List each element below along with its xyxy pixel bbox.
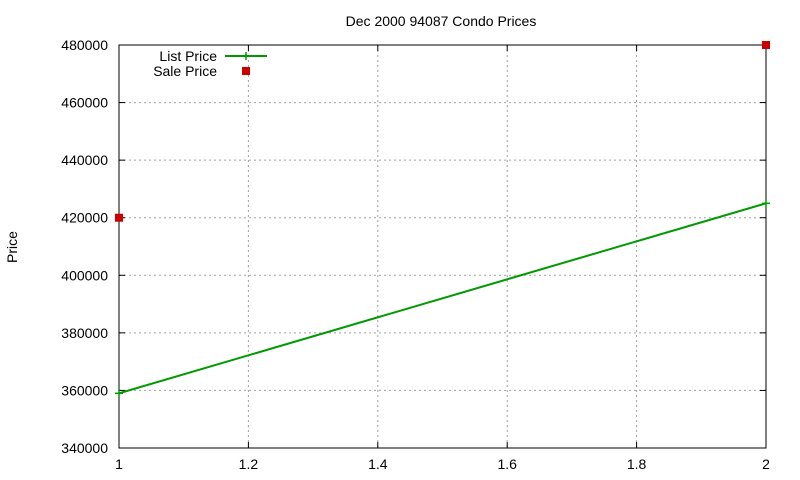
y-tick-label: 360000 [61, 382, 108, 398]
plot-frame [118, 44, 767, 449]
legend-label-list-price: List Price [159, 48, 217, 64]
y-tick-label: 380000 [61, 325, 108, 341]
x-tick-label: 1 [115, 456, 123, 472]
legend: List Price Sale Price [153, 48, 267, 79]
list-price-line [118, 202, 767, 395]
y-tick-label: 480000 [61, 37, 108, 53]
tick-labels: 1 1.2 1.4 1.6 1.8 2 340000 360000 380000 400000 42… [61, 37, 770, 472]
legend-marker-sale-price [242, 67, 250, 75]
legend-label-sale-price: Sale Price [153, 63, 217, 79]
x-tick-label: 2 [762, 456, 770, 472]
x-tick-label: 1.6 [497, 456, 517, 472]
sale-price-point [115, 213, 123, 222]
x-tick-label: 1.4 [368, 456, 388, 472]
y-axis-label: Price [4, 231, 20, 263]
y-tick-label: 420000 [61, 210, 108, 226]
axis-ticks [118, 44, 767, 449]
y-tick-label: 460000 [61, 95, 108, 111]
x-tick-label: 1.2 [239, 456, 259, 472]
y-tick-label: 400000 [61, 267, 108, 283]
y-tick-label: 340000 [61, 440, 108, 456]
data-series [115, 41, 770, 398]
sale-price-point [762, 41, 770, 49]
chart-title: Dec 2000 94087 Condo Prices [346, 13, 537, 29]
x-tick-label: 1.8 [627, 456, 647, 472]
y-tick-label: 440000 [61, 152, 108, 168]
legend-marker-list-price [242, 52, 250, 60]
grid-lines [119, 45, 766, 448]
